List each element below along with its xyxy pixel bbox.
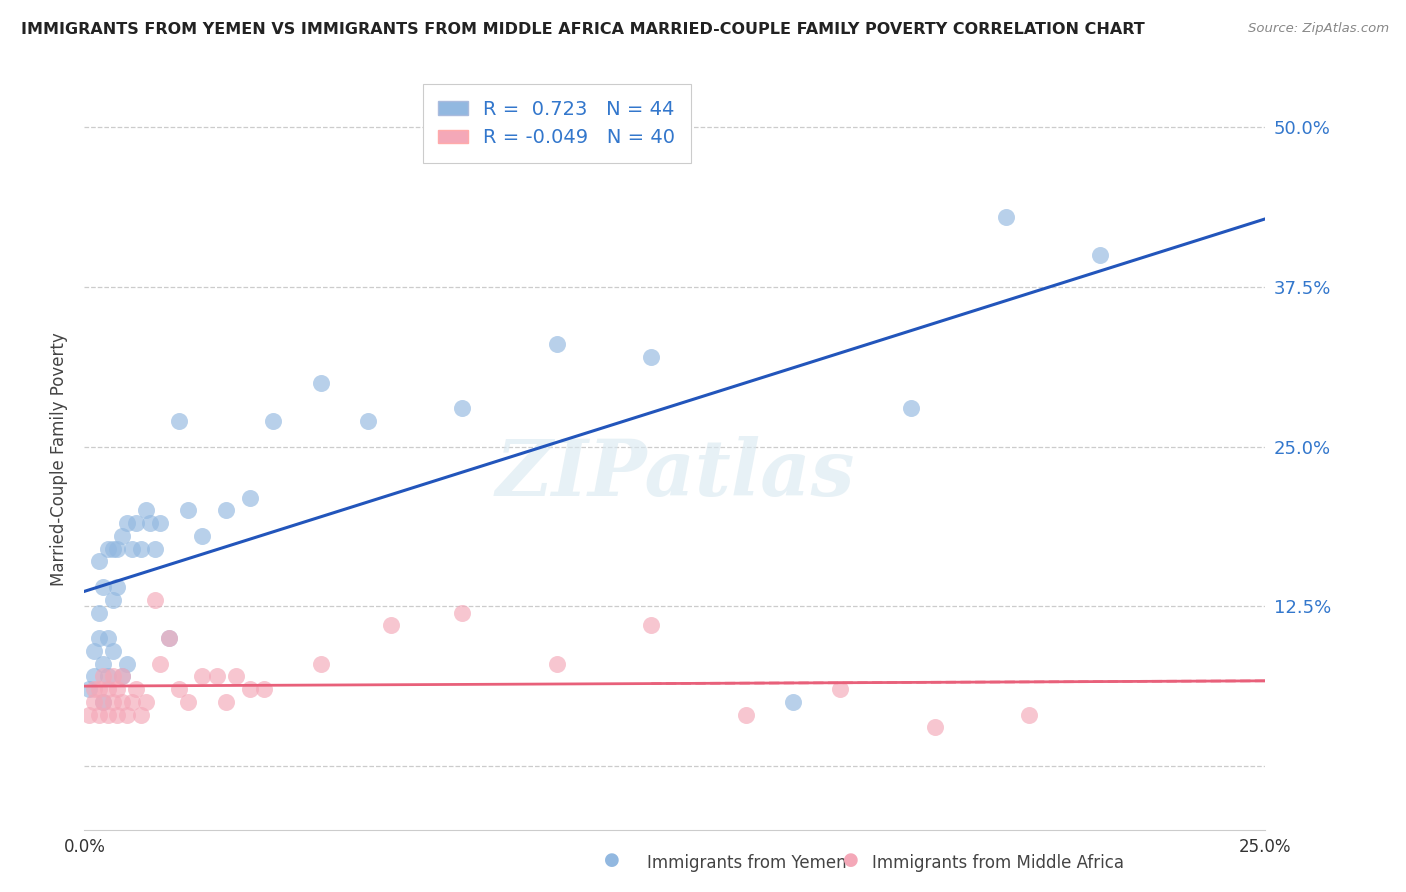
Point [143, 541, 166, 556]
Point [177, 695, 200, 709]
Point [91, 669, 114, 683]
Point [83, 695, 105, 709]
Point [91, 695, 114, 709]
Point [125, 516, 148, 531]
Point [111, 669, 134, 683]
Point [115, 516, 138, 531]
Point [97, 707, 120, 722]
Point [107, 682, 129, 697]
Point [107, 541, 129, 556]
Point [91, 657, 114, 671]
Point [121, 695, 143, 709]
Point [451, 401, 474, 416]
Point [900, 401, 922, 416]
Point [139, 516, 162, 531]
Point [87, 554, 110, 568]
Point [83, 682, 105, 697]
Point [262, 414, 284, 428]
Point [91, 580, 114, 594]
Point [191, 529, 214, 543]
Point [167, 682, 190, 697]
Point [97, 541, 120, 556]
Point [135, 503, 157, 517]
Point [121, 541, 143, 556]
Point [107, 707, 129, 722]
Point [215, 503, 238, 517]
Point [546, 337, 568, 351]
Text: ZIPatlas: ZIPatlas [495, 436, 855, 512]
Point [111, 695, 134, 709]
Point [107, 580, 129, 594]
Point [149, 516, 172, 531]
Point [253, 682, 276, 697]
Point [177, 503, 200, 517]
Point [115, 707, 138, 722]
Point [97, 631, 120, 645]
Point [111, 669, 134, 683]
Point [101, 695, 124, 709]
Point [91, 695, 114, 709]
Point [309, 376, 332, 390]
Point [830, 682, 852, 697]
Point [129, 541, 152, 556]
Point [83, 669, 105, 683]
Point [143, 592, 166, 607]
Text: Source: ZipAtlas.com: Source: ZipAtlas.com [1249, 22, 1389, 36]
Point [167, 414, 190, 428]
Point [640, 351, 662, 365]
Point [191, 669, 214, 683]
Point [924, 721, 946, 735]
Text: ●: ● [842, 851, 859, 869]
Point [357, 414, 380, 428]
Point [125, 682, 148, 697]
Point [101, 644, 124, 658]
Text: ●: ● [603, 851, 620, 869]
Point [115, 657, 138, 671]
Point [734, 707, 756, 722]
Point [77, 682, 100, 697]
Point [77, 707, 100, 722]
Point [87, 631, 110, 645]
Text: IMMIGRANTS FROM YEMEN VS IMMIGRANTS FROM MIDDLE AFRICA MARRIED-COUPLE FAMILY POV: IMMIGRANTS FROM YEMEN VS IMMIGRANTS FROM… [21, 22, 1144, 37]
Point [380, 618, 402, 632]
Point [451, 606, 474, 620]
Legend: R =  0.723   N = 44, R = -0.049   N = 40: R = 0.723 N = 44, R = -0.049 N = 40 [423, 84, 690, 163]
Text: Immigrants from Middle Africa: Immigrants from Middle Africa [872, 855, 1123, 872]
Point [239, 491, 262, 505]
Point [87, 707, 110, 722]
Point [101, 669, 124, 683]
Point [309, 657, 332, 671]
Point [87, 606, 110, 620]
Point [129, 707, 152, 722]
Text: Immigrants from Yemen: Immigrants from Yemen [647, 855, 846, 872]
Point [87, 682, 110, 697]
Point [111, 529, 134, 543]
Point [157, 631, 180, 645]
Point [97, 669, 120, 683]
Point [1088, 248, 1111, 262]
Point [135, 695, 157, 709]
Point [205, 669, 228, 683]
Y-axis label: Married-Couple Family Poverty: Married-Couple Family Poverty [51, 333, 69, 586]
Point [782, 695, 804, 709]
Point [994, 210, 1017, 224]
Point [239, 682, 262, 697]
Point [640, 618, 662, 632]
Point [149, 657, 172, 671]
Point [157, 631, 180, 645]
Point [546, 657, 568, 671]
Point [101, 592, 124, 607]
Point [83, 644, 105, 658]
Point [1018, 707, 1040, 722]
Point [215, 695, 238, 709]
Point [225, 669, 247, 683]
Point [101, 541, 124, 556]
Point [97, 682, 120, 697]
